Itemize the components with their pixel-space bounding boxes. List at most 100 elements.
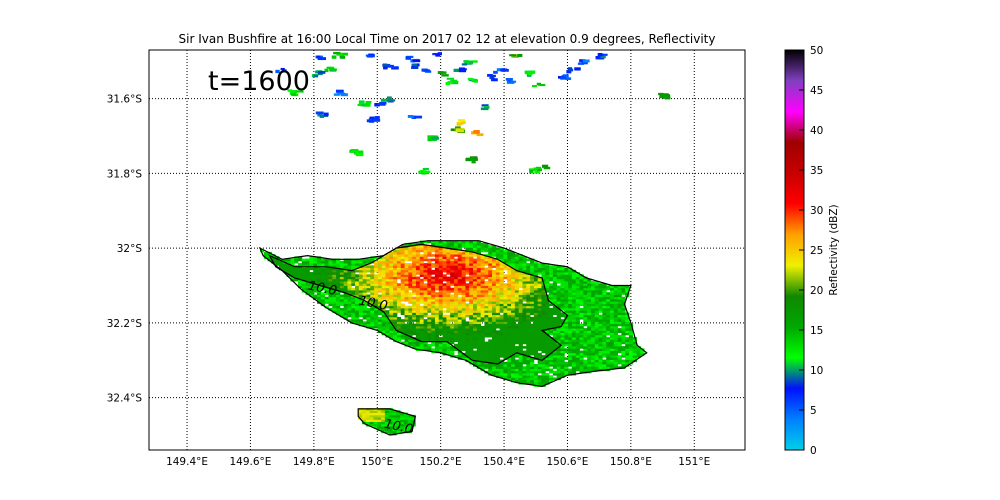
echo-pixel: [518, 355, 523, 358]
echo-pixel: [381, 281, 386, 284]
echo-pixel: [332, 290, 337, 293]
echo-pixel: [393, 321, 398, 325]
echo-pixel: [602, 350, 607, 354]
echo-pixel: [415, 314, 421, 318]
echo-pixel: [465, 292, 470, 295]
echo-pixel: [590, 337, 596, 340]
echo-pixel: [609, 305, 615, 309]
echo-pixel: [469, 325, 474, 329]
echo-pixel: [545, 364, 550, 367]
echo-pixel: [511, 307, 516, 311]
echo-pixel: [461, 303, 466, 307]
echo-pixel: [442, 319, 447, 322]
echo-pixel: [503, 301, 508, 304]
echo-pixel: [560, 287, 565, 291]
echo-pixel: [396, 251, 402, 255]
echo-pixel: [621, 346, 626, 349]
echo-pixel: [511, 343, 516, 347]
echo-pixel: [336, 287, 341, 291]
echo-pixel: [362, 290, 367, 293]
x-tick-label: 150.8°E: [610, 456, 652, 468]
echo-pixel: [347, 260, 352, 264]
echo-pixel: [522, 370, 527, 374]
echo-pixel: [469, 283, 474, 286]
scattered-echo: [456, 122, 462, 126]
echo-pixel: [305, 263, 310, 266]
echo-pixel: [613, 285, 618, 289]
echo-pixel: [526, 330, 531, 334]
echo-pixel: [495, 296, 501, 300]
echo-pixel: [351, 278, 356, 282]
echo-pixel: [533, 352, 539, 356]
echo-pixel: [625, 292, 630, 295]
echo-pixel: [450, 298, 455, 302]
scattered-echo: [526, 74, 532, 77]
echo-pixel: [499, 328, 504, 331]
scattered-echo: [450, 128, 456, 132]
echo-pixel: [518, 260, 523, 264]
echo-pixel: [442, 337, 447, 340]
echo-pixel: [385, 303, 390, 307]
echo-pixel: [518, 330, 523, 334]
echo-pixel: [381, 260, 386, 264]
echo-pixel: [617, 305, 622, 309]
echo-pixel: [465, 283, 470, 286]
echo-pixel: [492, 312, 497, 316]
echo-pixel: [484, 294, 489, 298]
echo-pixel: [556, 310, 561, 313]
echo-pixel: [450, 294, 455, 298]
echo-pixel: [522, 305, 527, 309]
echo-pixel: [336, 276, 341, 280]
echo-pixel: [617, 346, 622, 349]
echo-pixel: [549, 364, 554, 367]
echo-pixel: [549, 296, 554, 300]
echo-pixel: [457, 343, 462, 347]
echo-pixel: [545, 372, 550, 376]
echo-pixel: [282, 263, 287, 266]
echo-pixel: [522, 332, 527, 336]
scattered-echo: [287, 89, 293, 92]
echo-pixel: [564, 294, 569, 298]
echo-pixel: [450, 332, 455, 336]
echo-pixel: [343, 260, 348, 264]
echo-pixel: [617, 298, 622, 302]
echo-pixel: [453, 251, 459, 255]
echo-pixel: [522, 267, 527, 271]
echo-pixel: [442, 276, 447, 280]
echo-pixel: [530, 352, 535, 356]
echo-pixel: [476, 283, 482, 286]
echo-pixel: [423, 251, 428, 255]
echo-pixel: [541, 368, 546, 372]
echo-pixel: [537, 377, 542, 381]
echo-pixel: [511, 368, 516, 372]
echo-pixel: [499, 372, 504, 376]
echo-pixel: [587, 294, 592, 298]
echo-pixel: [480, 256, 485, 259]
echo-pixel: [369, 423, 374, 427]
echo-pixel: [575, 287, 580, 291]
echo-pixel: [389, 319, 394, 322]
echo-pixel: [522, 290, 527, 293]
echo-pixel: [385, 328, 390, 331]
echo-pixel: [298, 285, 303, 289]
scattered-echo: [317, 71, 326, 74]
echo-pixel: [492, 281, 497, 284]
echo-pixel: [602, 307, 607, 311]
echo-pixel: [355, 292, 360, 295]
echo-pixel: [621, 321, 626, 325]
echo-pixel: [628, 334, 634, 338]
echo-pixel: [511, 254, 516, 257]
echo-pixel: [564, 292, 569, 295]
echo-pixel: [396, 325, 402, 329]
echo-pixel: [568, 314, 573, 318]
echo-pixel: [564, 301, 569, 304]
echo-pixel: [590, 330, 596, 334]
echo-pixel: [267, 256, 272, 259]
echo-pixel: [640, 352, 645, 356]
echo-pixel: [400, 414, 405, 418]
echo-pixel: [575, 274, 580, 277]
echo-pixel: [472, 294, 478, 298]
echo-pixel: [541, 267, 546, 271]
scattered-echo: [369, 116, 375, 119]
echo-pixel: [423, 341, 428, 345]
